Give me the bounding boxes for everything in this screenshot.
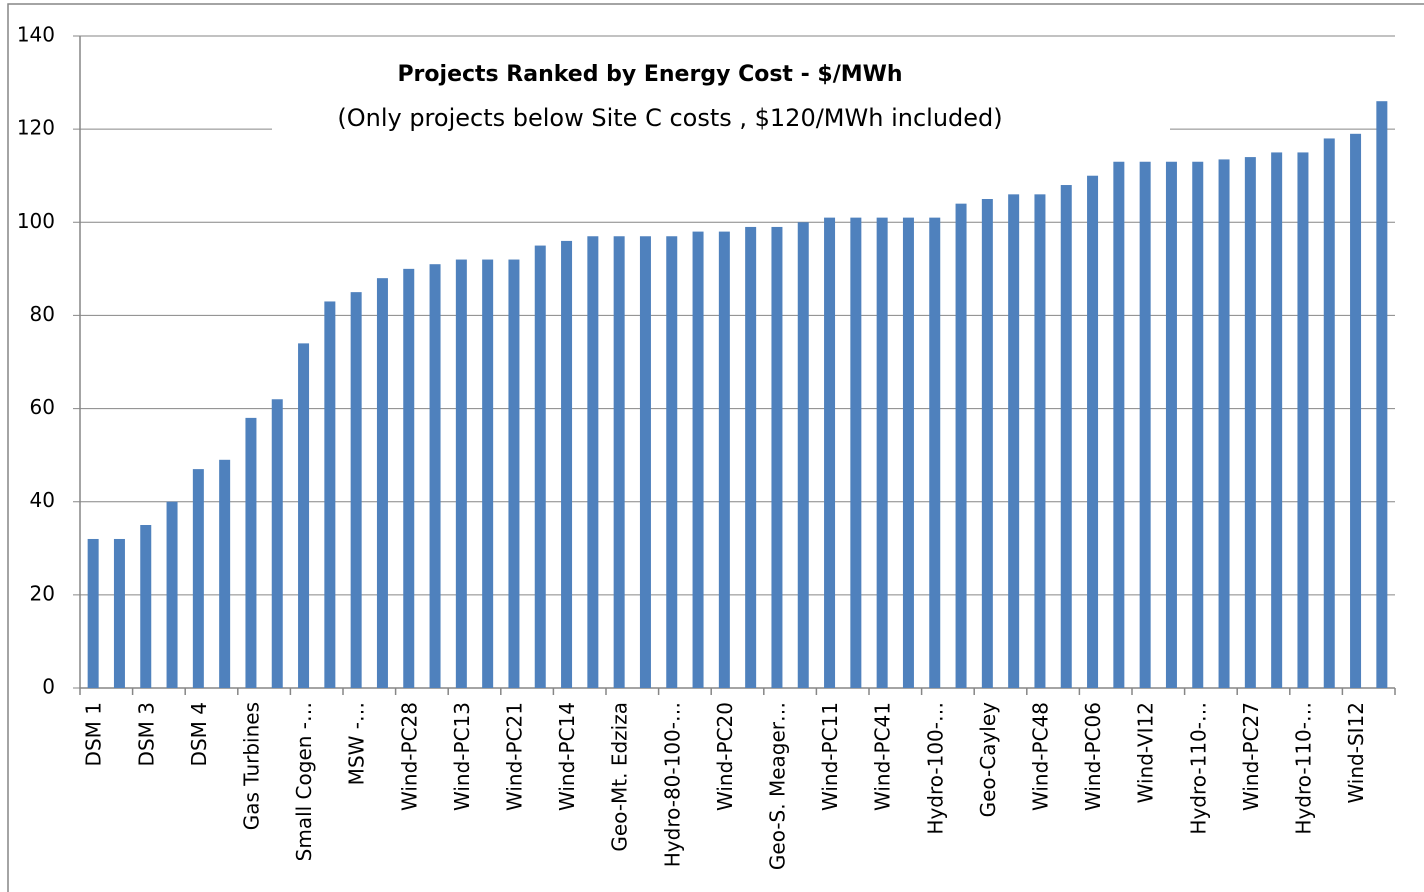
bar (718, 231, 730, 688)
x-tick-label: Wind-PC21 (502, 702, 526, 811)
bar (1271, 152, 1283, 688)
bar (797, 222, 809, 689)
bar (403, 268, 415, 688)
bar (1060, 185, 1072, 688)
y-tick-label: 20 (30, 581, 55, 605)
x-tick-label: MSW -… (345, 702, 369, 785)
bar (1323, 138, 1335, 688)
x-tick-label: DSM 1 (82, 702, 106, 766)
bar (455, 259, 467, 688)
x-tick-label: Wind-SI12 (1344, 702, 1368, 804)
bar (613, 236, 625, 688)
x-tick-label: Wind-PC06 (1081, 702, 1105, 811)
y-tick-label: 120 (17, 116, 55, 140)
bar (929, 217, 941, 688)
bar (1008, 194, 1020, 689)
x-tick-label: Wind-PC20 (713, 702, 737, 811)
bar (192, 469, 204, 688)
bar (561, 240, 573, 688)
bar (955, 203, 967, 688)
bar (1376, 101, 1388, 688)
bar (1244, 157, 1256, 689)
bar (587, 236, 599, 688)
bar (1087, 175, 1099, 688)
x-tick-label: Hydro-110-… (1186, 702, 1210, 835)
bar (324, 301, 336, 688)
bar (639, 236, 651, 688)
bar (876, 217, 888, 688)
bar (1034, 194, 1046, 689)
y-tick-label: 80 (30, 302, 55, 326)
x-tick-label: Small Cogen -… (292, 702, 316, 861)
bar (298, 343, 310, 688)
bar (219, 459, 231, 688)
x-tick-label: Hydro-100-… (923, 702, 947, 835)
bar (1192, 161, 1204, 688)
x-tick-label: Wind-PC48 (1028, 702, 1052, 811)
chart-subtitle: (Only projects below Site C costs , $120… (337, 104, 1002, 132)
bar (1113, 161, 1125, 688)
y-tick-label: 100 (17, 209, 55, 233)
bar (666, 236, 678, 688)
x-tick-label: Wind-PC13 (450, 702, 474, 811)
bar (981, 199, 993, 688)
x-tick-label: Wind-PC41 (871, 702, 895, 811)
bar (350, 292, 362, 688)
x-tick-label: Wind-PC14 (555, 702, 579, 811)
y-tick-label: 40 (30, 488, 55, 512)
bar (1139, 161, 1151, 688)
bar (745, 226, 757, 688)
plot-area: 0 20 40 60 80 100 120 140 DSM 1 DSM 3 DSM 4 Gas Tur… (17, 23, 1396, 870)
bar (824, 217, 836, 688)
bar (1165, 161, 1177, 688)
bar (429, 264, 441, 688)
y-tick-label: 0 (42, 675, 55, 699)
x-tick-label: Geo-S. Meager… (765, 702, 789, 870)
bar (87, 538, 99, 688)
y-tick-label: 140 (17, 23, 55, 47)
bar (1297, 152, 1309, 688)
bar (271, 399, 283, 688)
bar (1350, 133, 1362, 689)
bar (771, 226, 783, 688)
x-tick-label: Hydro-110-… (1291, 702, 1315, 835)
x-tick-label: Hydro-80-100-… (660, 702, 684, 867)
bar (508, 259, 520, 688)
bar (534, 245, 546, 689)
x-tick-label: DSM 4 (187, 702, 211, 766)
x-tick-label: DSM 3 (134, 702, 158, 766)
chart-title: Projects Ranked by Energy Cost - $/MWh (397, 62, 902, 87)
bar (482, 259, 494, 688)
bar (140, 525, 152, 688)
x-tick-label: Wind-PC28 (397, 702, 421, 811)
x-tick-label: Geo-Mt. Edziza (608, 702, 632, 852)
bar (1218, 159, 1230, 688)
bar (113, 538, 125, 688)
x-tick-label: Wind-PC11 (818, 702, 842, 811)
bar (902, 217, 914, 688)
bar (850, 217, 862, 688)
x-tick-label: Gas Turbines (239, 702, 263, 830)
x-tick-label: Wind-PC27 (1239, 702, 1263, 811)
title-box (272, 50, 1170, 142)
x-tick-label: Geo-Cayley (976, 702, 1000, 818)
y-tick-label: 60 (30, 395, 55, 419)
chart-frame (7, 3, 1424, 892)
bar (692, 231, 704, 688)
bar (166, 501, 178, 688)
bar (376, 278, 388, 688)
bar (245, 417, 257, 688)
x-tick-label: Wind-VI12 (1134, 702, 1158, 803)
